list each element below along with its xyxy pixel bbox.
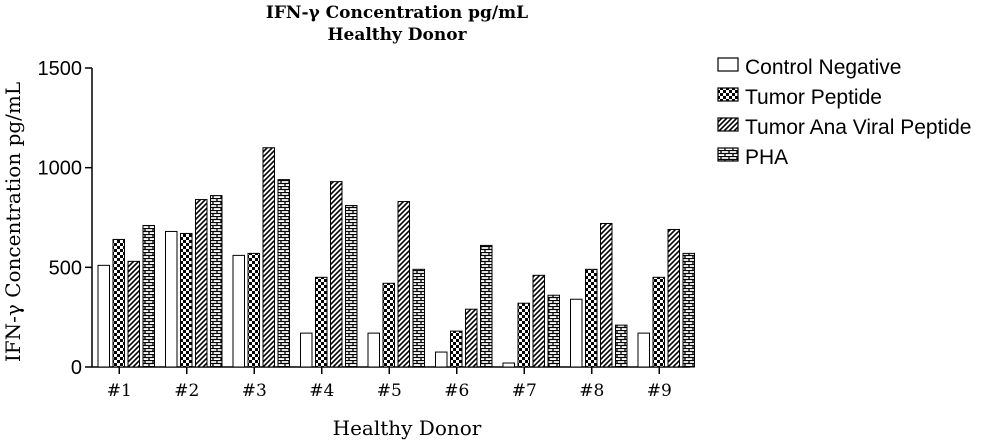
bar [517,302,530,368]
bar [585,268,598,368]
y-tick-label: 0 [71,357,82,379]
bar [502,362,515,368]
y-tick-label: 1000 [38,158,83,180]
bar [97,264,110,368]
bar [412,268,425,368]
legend-label: PHA [745,146,788,169]
bar [367,332,380,368]
bar [547,294,560,368]
x-tick-label: #8 [579,381,604,401]
bar [127,260,140,368]
x-tick-label: #6 [444,381,469,401]
bars [97,147,695,368]
bar [262,147,275,368]
x-tick-label: #9 [647,381,672,401]
bar [435,351,448,368]
chart-title: IFN-γ Concentration pg/mL [266,3,528,23]
x-tick-label: #2 [174,381,199,401]
x-tick-label: #7 [512,381,537,401]
bar [382,282,395,368]
bar [682,252,695,368]
bar [570,298,583,368]
x-tick-label: #3 [242,381,267,401]
bar [615,324,628,368]
bar [210,195,223,368]
bar [637,332,650,368]
x-tick-label: #4 [309,381,334,401]
x-axis-label: Healthy Donor [333,416,482,440]
bar [652,276,665,368]
bar [247,252,260,368]
legend-label: Control Negative [745,56,901,79]
y-axis-label: IFN-γ Concentration pg/mL [1,82,25,362]
x-tick-label: #5 [377,381,402,401]
y-tick-label: 500 [49,257,82,279]
bar [397,201,410,368]
legend-swatch [717,147,739,162]
bar [112,238,125,368]
bar [465,308,478,368]
bar [315,276,328,368]
bar [277,179,290,368]
bar [450,330,463,368]
bar [165,230,178,368]
bar [600,222,613,368]
legend-label: Tumor Ana Viral Peptide [745,116,971,139]
bar [667,228,680,368]
bar [195,199,208,368]
legend: Control Negative Tumor Peptide Tumor Ana V… [717,56,971,169]
bar [330,181,343,368]
y-axis: 0 500 1000 1500 [38,58,93,379]
bar [532,274,545,368]
chart-subtitle: Healthy Donor [327,25,467,45]
legend-label: Tumor Peptide [745,86,882,109]
bar [232,254,245,368]
legend-swatch [717,57,739,72]
bar [180,232,193,368]
bar [345,205,358,368]
legend-swatch [717,117,739,132]
bar [142,224,155,368]
bar [300,332,313,368]
legend-swatch [717,87,739,102]
bar [480,244,493,368]
y-tick-label: 1500 [38,58,83,80]
x-axis: #1 #2 #3 #4 #5 #6 #7 #8 #9 [92,366,690,401]
x-tick-label: #1 [107,381,132,401]
